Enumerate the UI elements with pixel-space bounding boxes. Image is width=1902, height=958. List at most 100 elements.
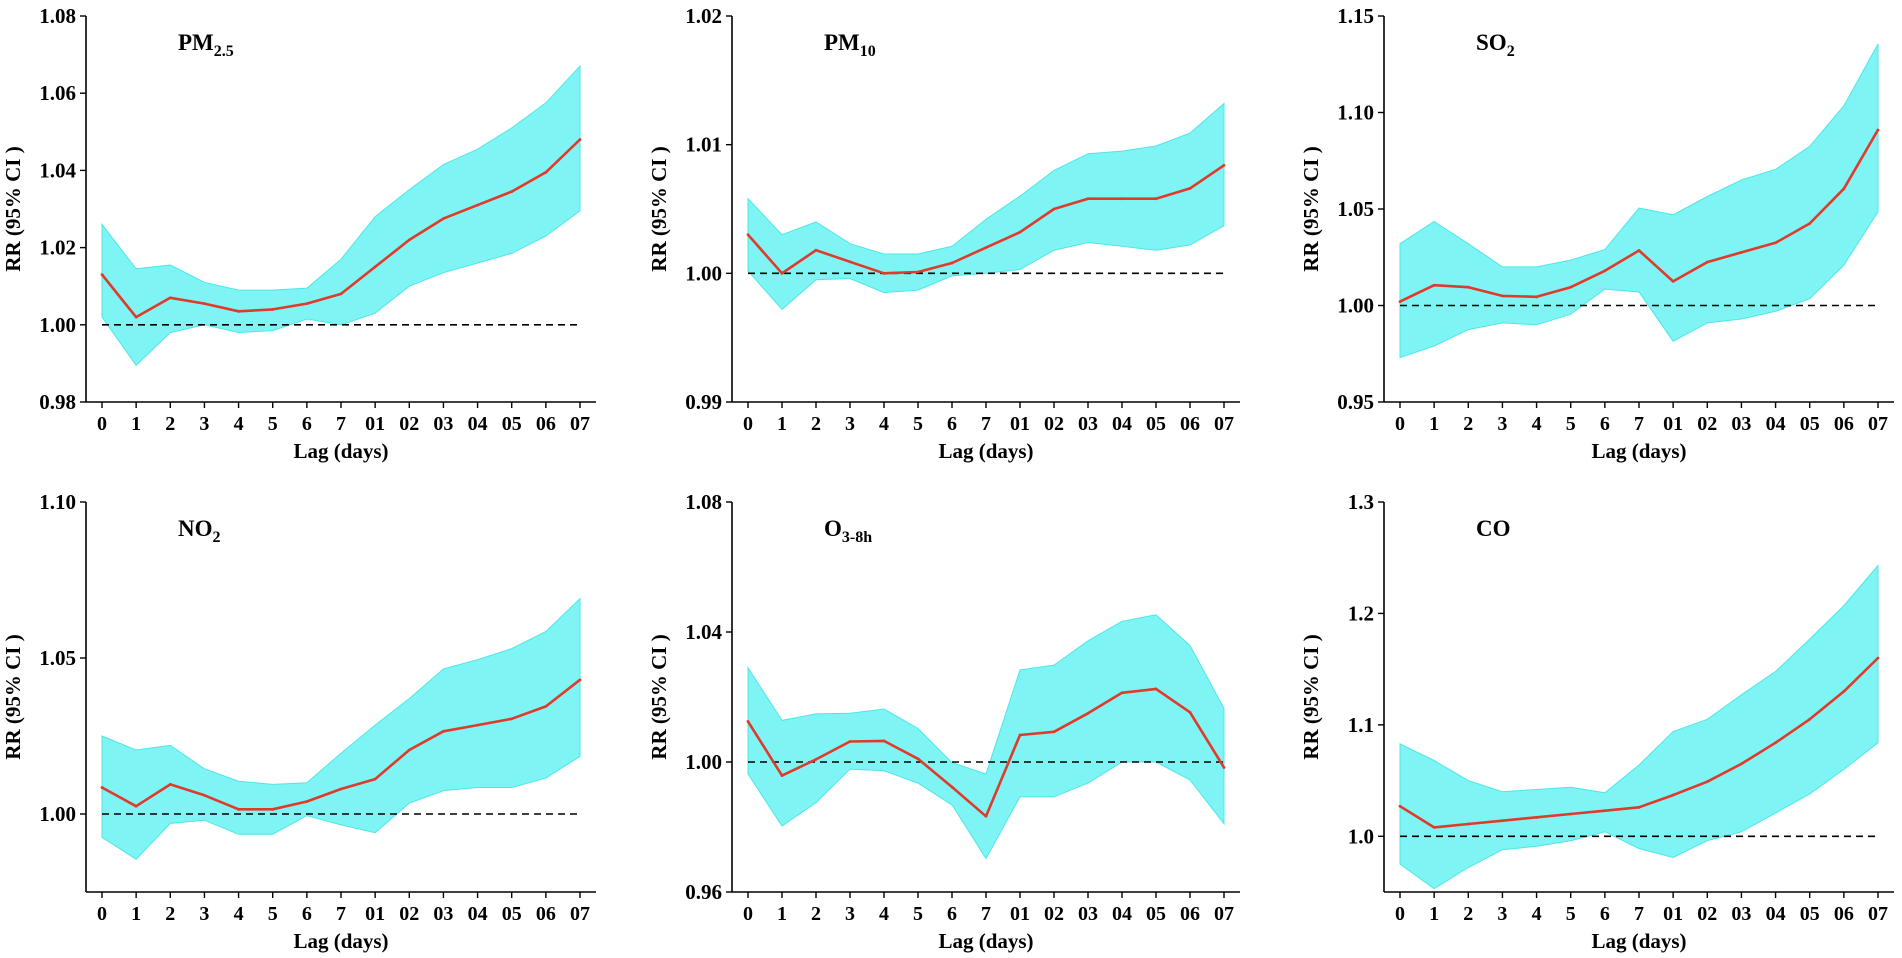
rr-point: [1120, 691, 1124, 695]
x-tick-label: 7: [1634, 903, 1644, 925]
y-axis-label: RR (95% CI ): [1, 146, 25, 271]
rr-point: [882, 739, 886, 743]
rr-point: [271, 807, 275, 811]
rr-point: [984, 246, 988, 250]
rr-point: [746, 233, 750, 237]
pollutant-title-main: PM: [824, 30, 860, 55]
rr-point: [1222, 163, 1226, 167]
rr-point: [1603, 809, 1607, 813]
x-tick-label: 3: [199, 903, 209, 925]
x-tick-label: 3: [845, 413, 855, 435]
x-tick-label: 06: [1180, 903, 1200, 925]
ci-band: [747, 614, 1225, 860]
y-tick-label: 1.2: [1348, 601, 1374, 625]
rr-point: [1842, 187, 1846, 191]
x-tick-label: 07: [570, 903, 590, 925]
pollutant-title-main: SO: [1476, 30, 1507, 55]
ci-band: [101, 64, 581, 367]
pollutant-title-main: NO: [178, 516, 213, 541]
rr-point: [442, 729, 445, 733]
ci-band: [747, 102, 1225, 311]
pollutant-title-subscript: 2: [213, 529, 221, 546]
rr-point: [780, 271, 784, 275]
x-tick-label: 02: [399, 903, 419, 925]
x-tick-label: 04: [468, 903, 488, 925]
rr-point: [237, 807, 240, 811]
x-tick-label: 0: [1395, 903, 1405, 925]
x-tick-label: 2: [165, 903, 175, 925]
x-tick-label: 05: [502, 903, 522, 925]
x-tick-label: 3: [1497, 903, 1507, 925]
pollutant-title: SO2: [1476, 30, 1515, 60]
x-tick-label: 6: [302, 413, 312, 435]
y-tick-label: 0.95: [1337, 390, 1374, 414]
rr-point: [1501, 294, 1504, 298]
rr-point: [1603, 269, 1607, 273]
x-tick-label: 06: [1834, 413, 1854, 435]
x-tick-label: 01: [1010, 413, 1030, 435]
pollutant-title-main: O: [824, 516, 842, 541]
x-tick-label: 07: [1214, 413, 1234, 435]
pollutant-title: PM10: [824, 30, 876, 60]
rr-point: [203, 302, 206, 305]
rr-point: [134, 804, 138, 808]
x-tick-label: 6: [947, 903, 957, 925]
rr-point: [1188, 187, 1192, 190]
x-tick-label: 6: [1600, 413, 1610, 435]
ci-band: [1399, 564, 1879, 890]
x-tick-label: 06: [536, 903, 556, 925]
rr-point: [100, 273, 104, 277]
x-tick-label: 01: [365, 903, 385, 925]
rr-point: [1154, 687, 1158, 691]
x-tick-label: 1: [777, 413, 787, 435]
y-tick-label: 1.10: [1337, 101, 1374, 125]
rr-point: [1086, 197, 1090, 201]
x-axis-label: Lag (days): [293, 929, 388, 953]
x-tick-label: 2: [1463, 903, 1473, 925]
rr-point: [1876, 656, 1880, 660]
rr-point: [476, 723, 479, 727]
pollutant-title-main: PM: [178, 30, 214, 55]
x-axis-label: Lag (days): [938, 439, 1033, 463]
x-tick-label: 5: [913, 413, 923, 435]
x-tick-label: 4: [879, 413, 889, 435]
rr-point: [1222, 766, 1226, 769]
rr-point: [168, 296, 172, 300]
rr-point: [1637, 249, 1641, 252]
x-tick-label: 01: [1663, 413, 1683, 435]
x-tick-label: 04: [1112, 413, 1132, 435]
rr-point: [1740, 251, 1743, 254]
pollutant-title-subscript: 3-8h: [842, 529, 872, 546]
rr-point: [848, 740, 852, 743]
x-tick-label: 03: [1078, 413, 1098, 435]
y-tick-label: 1.00: [39, 802, 76, 826]
rr-point: [339, 292, 343, 296]
x-tick-label: 07: [1214, 903, 1234, 925]
x-tick-label: 04: [1112, 903, 1132, 925]
rr-point: [1154, 197, 1158, 201]
rr-point: [1432, 825, 1436, 829]
x-tick-label: 0: [743, 413, 753, 435]
y-tick-label: 1.01: [685, 133, 722, 157]
panel-pm10: 0.991.001.011.020 1 2 3 4 5 6 7 01 02 03 04 05 06 07La…: [647, 4, 1240, 463]
x-axis-label: Lag (days): [293, 439, 388, 463]
rr-point: [1466, 822, 1470, 826]
rr-point: [1740, 762, 1743, 766]
rr-point: [1774, 241, 1777, 245]
rr-point: [578, 678, 582, 682]
y-tick-label: 1.05: [1337, 197, 1374, 221]
rr-point: [1535, 295, 1538, 299]
rr-point: [1018, 733, 1022, 737]
rr-point: [134, 315, 138, 319]
pollutant-title: O3-8h: [824, 516, 872, 546]
pollutant-title: CO: [1476, 516, 1511, 541]
panel-pm25: 0.981.001.021.041.061.080 1 2 3 4 5 6 7 01 02 03 04…: [1, 4, 596, 463]
rr-point: [814, 248, 818, 252]
rr-point: [1774, 741, 1777, 745]
pollutant-title: PM2.5: [178, 30, 234, 60]
rr-point: [237, 309, 240, 313]
x-tick-label: 0: [97, 413, 107, 435]
rr-point: [339, 787, 343, 791]
